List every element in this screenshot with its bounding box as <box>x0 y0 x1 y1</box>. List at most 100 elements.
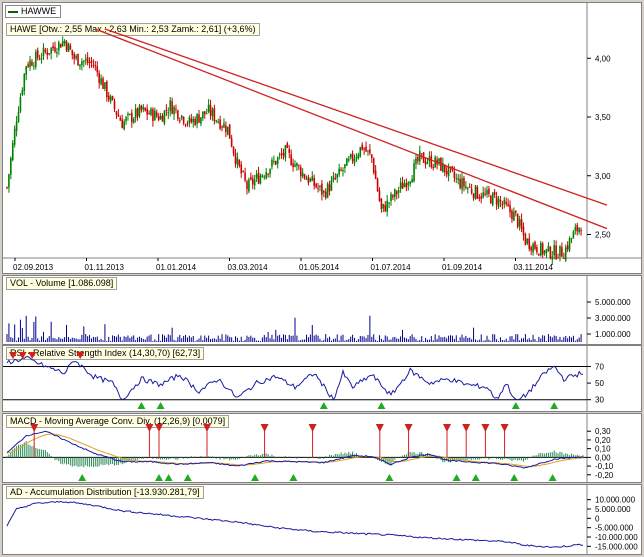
candle-body <box>225 125 227 133</box>
macd-buy-marker <box>548 474 557 481</box>
candle-body <box>563 257 565 259</box>
price-y-tick-label: 2,50 <box>595 231 611 240</box>
candle-body <box>207 104 210 112</box>
candle-body <box>463 178 465 187</box>
candle-body <box>159 115 162 120</box>
candle-body <box>186 123 189 125</box>
candle-body <box>50 47 52 54</box>
candle-body <box>342 170 344 172</box>
candle-body <box>490 195 492 204</box>
price-x-tick-label: 01.01.2014 <box>156 263 197 272</box>
volume-panel[interactable]: VOL - Volume [1.086.098] 5.000.000 3.000.… <box>2 275 642 345</box>
candle-body <box>171 101 173 114</box>
candle-body <box>349 154 352 158</box>
ad-panel[interactable]: AD - Accumulation Distribution [-13.930.… <box>2 484 642 555</box>
candle-body <box>515 210 517 213</box>
candle-body <box>353 158 356 164</box>
candle-body <box>434 157 436 168</box>
candle-body <box>294 164 296 167</box>
candle-body <box>461 178 463 190</box>
trendline <box>94 28 608 230</box>
candle-body <box>486 189 488 195</box>
rsi-header: RSI - Relative Strength Index (14,30,70)… <box>6 347 205 360</box>
candle-body <box>102 78 104 89</box>
candle-body <box>499 200 502 202</box>
candle-body <box>219 119 221 129</box>
candle-body <box>180 115 183 119</box>
candle-body <box>25 66 27 75</box>
candle-body <box>242 171 244 173</box>
candle-body <box>11 142 14 161</box>
candle-body <box>152 109 154 121</box>
candle-body <box>278 154 281 156</box>
candle-body <box>478 197 481 199</box>
candle-body <box>367 150 369 152</box>
candle-body <box>36 50 39 58</box>
candle-body <box>363 148 365 150</box>
macd-sell-marker <box>500 424 509 432</box>
rsi-buy-marker <box>156 402 165 409</box>
macd-panel[interactable]: MACD - Moving Average Conv. Div. (12,26,… <box>2 413 642 483</box>
candle-body <box>200 117 202 124</box>
candle-body <box>23 74 26 91</box>
candle-body <box>227 126 229 135</box>
rsi-sell-marker <box>28 352 37 359</box>
candle-body <box>528 238 531 249</box>
candle-body <box>17 111 20 122</box>
volume-chart[interactable]: 5.000.000 3.000.000 1.000.000 <box>3 276 641 344</box>
price-chart[interactable]: 4,00 3,50 3,00 2,50 02.09.2013 01.11.2013 01.0… <box>3 3 641 273</box>
candle-body <box>559 245 561 257</box>
candle-body <box>365 146 367 152</box>
candle-body <box>59 44 62 48</box>
candle-body <box>84 59 87 61</box>
candle-body <box>296 163 298 167</box>
candle-body <box>465 186 467 189</box>
candle-body <box>403 183 406 187</box>
candle-body <box>386 200 388 212</box>
candle-body <box>175 108 177 110</box>
candle-body <box>104 82 106 89</box>
price-panel[interactable]: HAWWE HAWE [Otw.: 2,55 Max.: 2,63 Min.: … <box>2 2 642 274</box>
candle-body <box>33 65 35 67</box>
candle-body <box>109 96 112 102</box>
candle-body <box>580 230 582 232</box>
vol-y-tick-label: 3.000.000 <box>595 314 631 323</box>
legend-line-icon <box>8 10 18 13</box>
candle-body <box>46 52 49 56</box>
candle-body <box>564 247 567 261</box>
legend-symbol: HAWWE <box>21 6 57 16</box>
macd-chart[interactable]: 0,300,200,100,00-0,10-0,20 <box>3 414 641 482</box>
candle-body <box>44 49 47 52</box>
macd-sell-marker <box>443 424 451 432</box>
candle-body <box>347 158 350 161</box>
candle-body <box>503 199 506 205</box>
macd-y-tick-label: 0,20 <box>595 436 611 445</box>
candle-body <box>430 155 433 168</box>
candle-body <box>155 112 158 117</box>
candle-body <box>470 188 473 194</box>
candle-body <box>75 55 77 59</box>
price-x-tick-label: 01.07.2014 <box>371 263 412 272</box>
candle-body <box>357 154 360 159</box>
macd-sell-marker <box>203 424 211 432</box>
ad-chart[interactable]: 10.000.0005.000.0000-5.000.000-10.000.00… <box>3 485 641 554</box>
rsi-chart[interactable]: 70 50 30 <box>3 346 641 411</box>
candle-body <box>543 250 546 254</box>
macd-header: MACD - Moving Average Conv. Div. (12,26,… <box>6 415 230 428</box>
chart-legend: HAWWE <box>5 5 62 18</box>
macd-buy-marker <box>510 474 519 481</box>
candle-body <box>541 243 544 255</box>
candle-body <box>419 151 421 162</box>
candle-body <box>86 57 89 63</box>
candle-body <box>380 198 383 209</box>
rsi-panel[interactable]: RSI - Relative Strength Index (14,30,70)… <box>2 345 642 412</box>
candle-body <box>73 53 75 59</box>
candle-body <box>438 158 440 164</box>
candle-body <box>518 219 521 227</box>
candle-body <box>217 121 219 123</box>
candle-body <box>384 205 387 212</box>
candle-body <box>324 191 327 198</box>
candle-body <box>253 179 256 186</box>
candle-body <box>119 117 122 121</box>
candle-body <box>42 47 45 57</box>
